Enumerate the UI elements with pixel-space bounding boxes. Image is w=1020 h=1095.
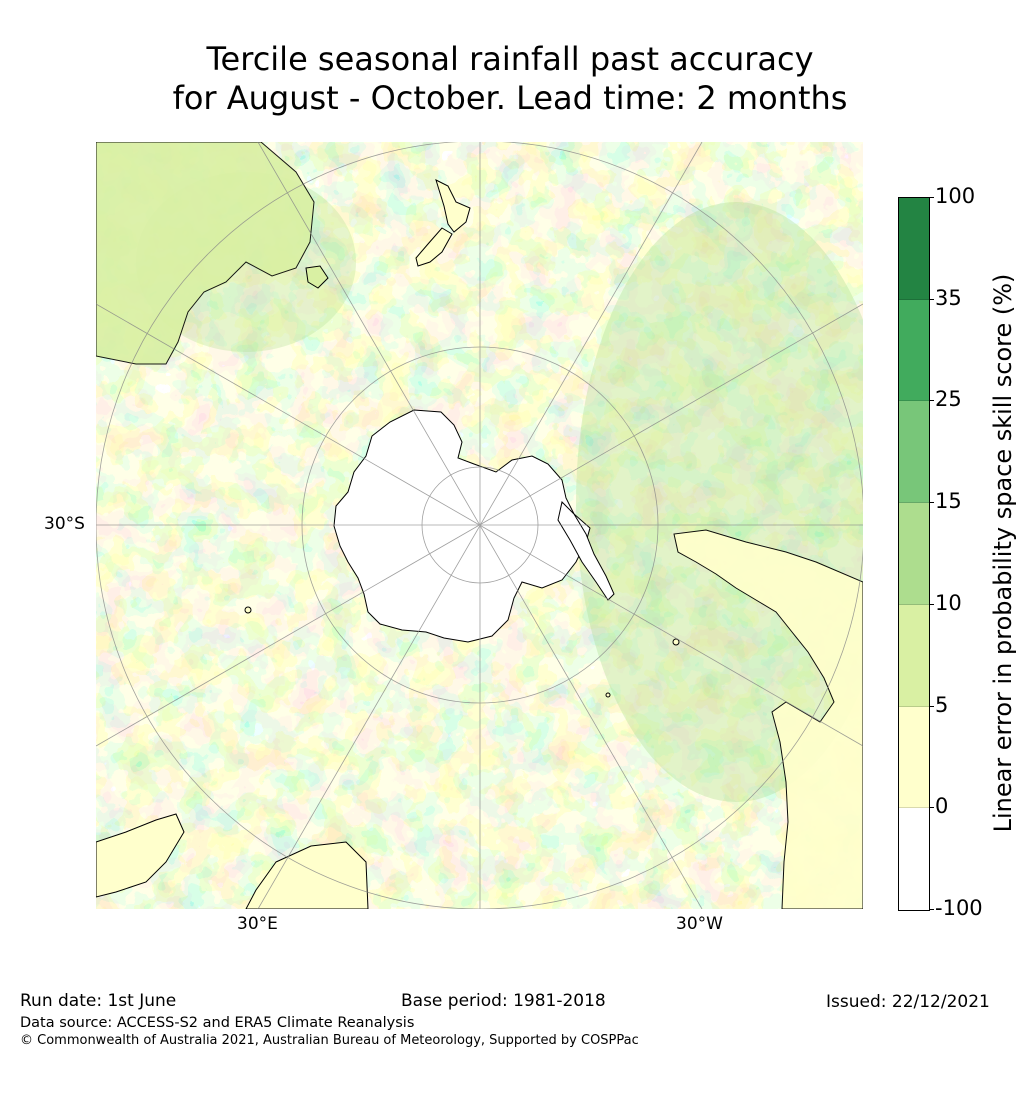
new-zealand-south-island [415, 227, 453, 267]
australia-coastline [96, 142, 315, 365]
colorbar-title: Linear error in probability space skill … [989, 273, 1017, 833]
colorbar-tick-label: 15 [935, 489, 962, 514]
polar-map-svg [96, 142, 863, 909]
colorbar-tick-label: 5 [935, 692, 949, 717]
colorbar-tick-mark [929, 603, 934, 605]
colorbar-segment [898, 502, 929, 605]
colorbar-tick-mark [929, 502, 934, 504]
island-south-georgia [672, 638, 680, 646]
issued-date: Issued: 22/12/2021 [826, 992, 990, 1012]
colorbar-tick-label: 10 [935, 590, 962, 615]
colorbar-segment [898, 603, 929, 707]
lon-label-30e: 30°E [237, 914, 278, 934]
colorbar-tick-label: 100 [935, 184, 976, 208]
colorbar [898, 197, 929, 910]
colorbar-tick-label: 25 [935, 387, 962, 412]
copyright: © Commonwealth of Australia 2021, Austra… [20, 1033, 639, 1048]
colorbar-tick-mark [929, 909, 934, 910]
colorbar-tick-label: 35 [935, 285, 962, 310]
colorbar-tick-mark [929, 197, 934, 198]
africa-coastline [96, 813, 185, 898]
island-kerguelen [244, 606, 252, 614]
lon-label-30w: 30°W [676, 914, 723, 934]
colorbar-tick-mark [929, 807, 934, 809]
madagascar-coastline [245, 841, 369, 909]
colorbar-segment [898, 705, 929, 809]
colorbar-tick-label: 0 [935, 794, 949, 819]
run-date: Run date: 1st June [20, 991, 177, 1011]
graticule [96, 142, 863, 909]
map-title: Tercile seasonal rainfall past accuracy … [0, 40, 1020, 118]
lat-label-30s: 30°S [44, 514, 85, 534]
colorbar-segment [898, 807, 929, 909]
antarctica-coastline [333, 409, 591, 643]
meridian-diag-4 [96, 303, 863, 747]
tasmania-coastline [305, 265, 329, 289]
base-period: Base period: 1981-2018 [401, 991, 606, 1011]
antarctic-peninsula [557, 501, 615, 601]
new-zealand-north-island [435, 179, 471, 233]
colorbar-tick-mark [929, 298, 934, 300]
title-line-1: Tercile seasonal rainfall past accuracy [206, 40, 814, 78]
polar-map [96, 142, 863, 909]
data-source: Data source: ACCESS-S2 and ERA5 Climate … [20, 1015, 415, 1031]
colorbar-segment [898, 197, 929, 300]
title-line-2: for August - October. Lead time: 2 month… [172, 79, 848, 117]
colorbar-tick-mark [929, 705, 934, 707]
skill-field-east-band [576, 202, 863, 802]
colorbar-segment [898, 298, 929, 402]
island-tristan [605, 692, 611, 698]
colorbar-tick-label: -100 [935, 896, 983, 920]
colorbar-segment [898, 400, 929, 504]
colorbar-tick-mark [929, 400, 934, 402]
south-america-coastline [673, 529, 863, 909]
